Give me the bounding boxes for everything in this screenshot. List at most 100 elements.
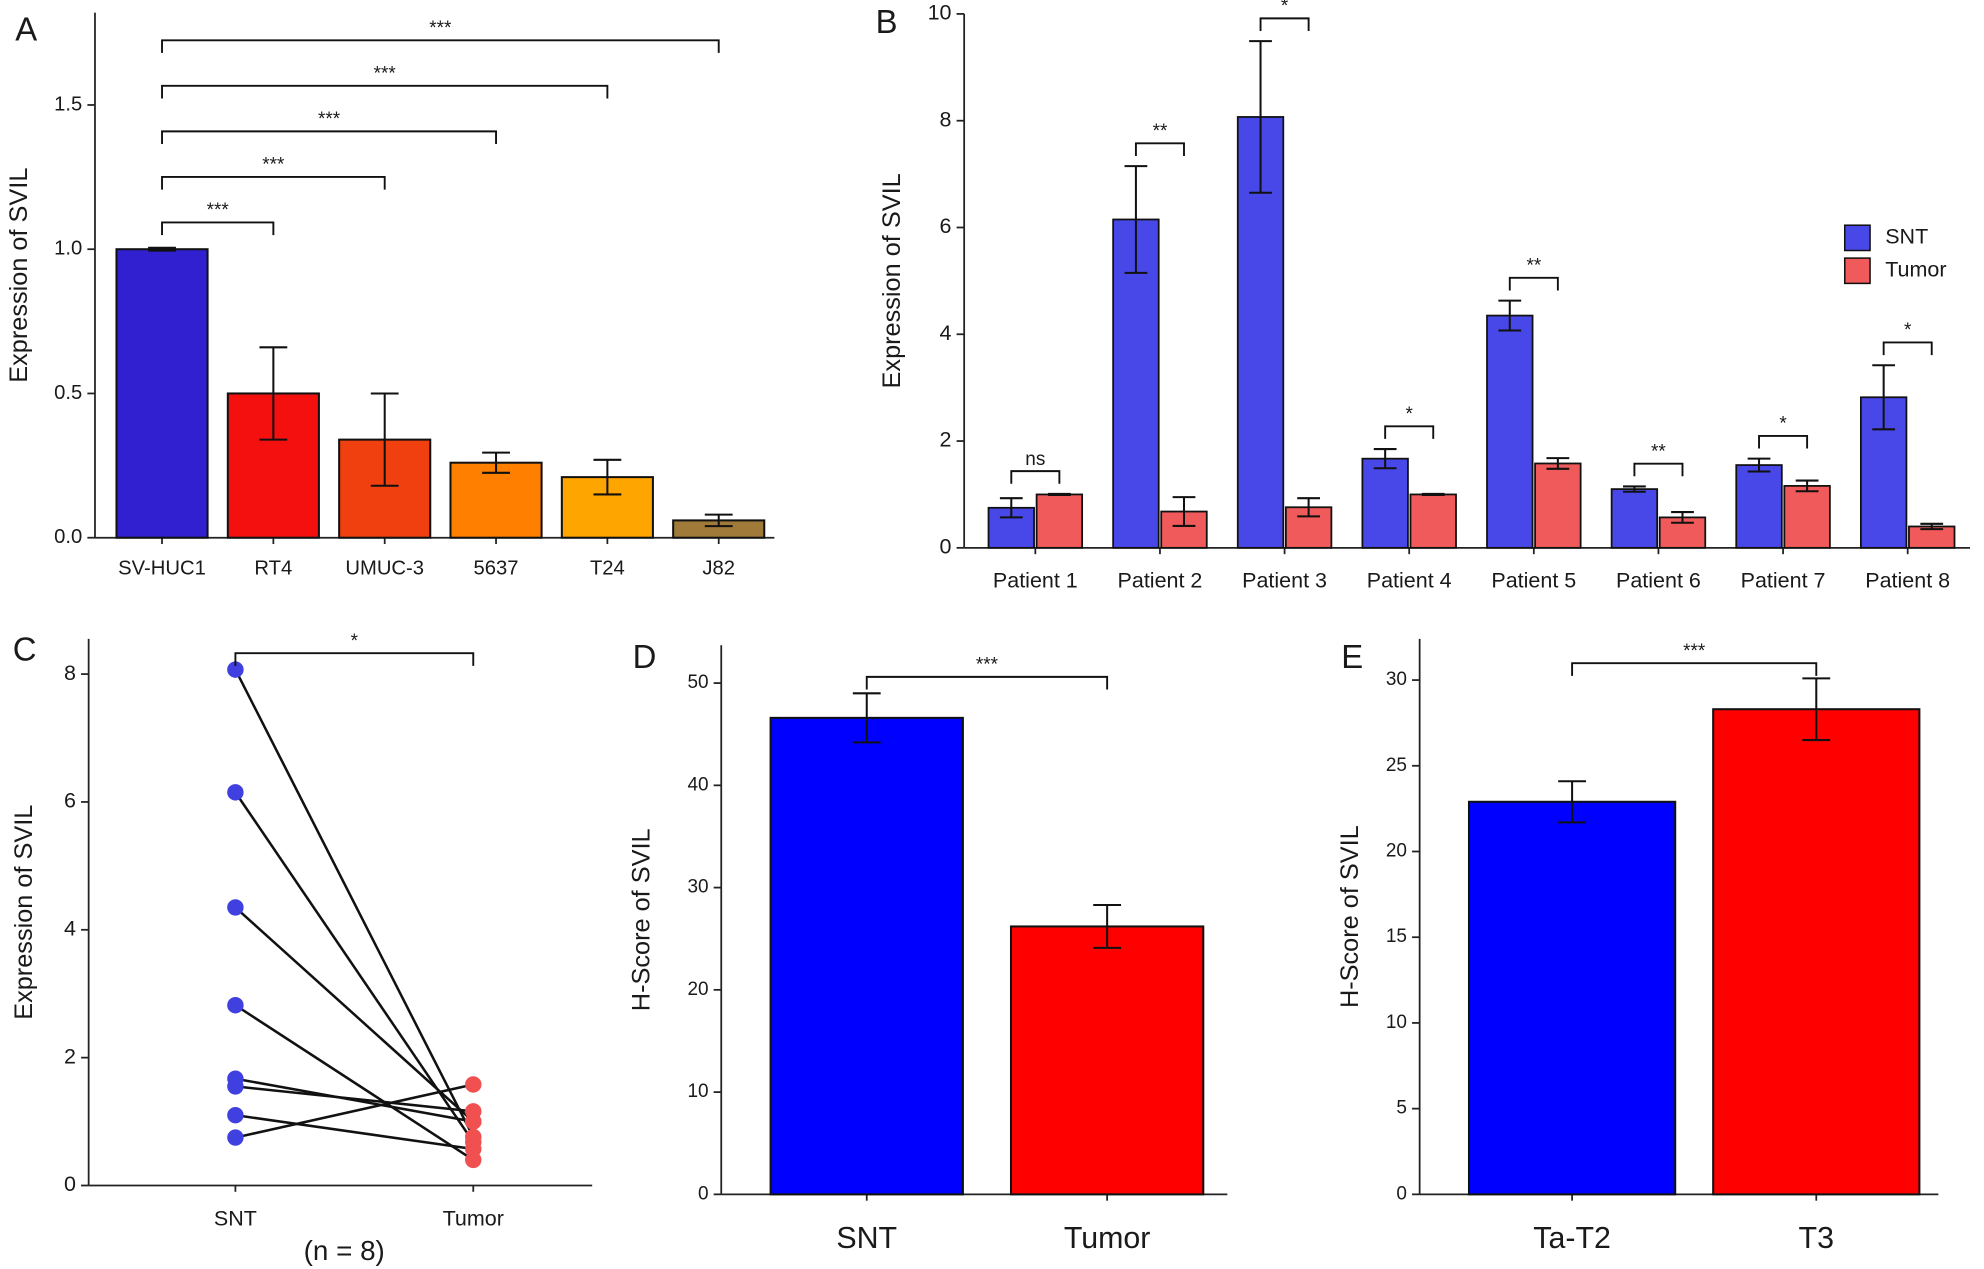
significance-label: ** [1153, 121, 1168, 142]
significance-bracket [1882, 341, 1933, 356]
x-tick-label: Patient 1 [993, 569, 1078, 593]
dot [465, 1140, 482, 1158]
y-tick-label: 1.5 [54, 93, 82, 115]
dot [227, 997, 244, 1014]
dot [227, 1078, 244, 1095]
pair-line [234, 791, 475, 1143]
error-bar [482, 451, 510, 474]
significance-bracket [161, 221, 275, 236]
pair-line [235, 1083, 474, 1139]
y-tick-label: 0.0 [54, 526, 82, 548]
legend-label: Tumor [1885, 257, 1946, 281]
y-tick-label: 6 [64, 789, 76, 813]
bar [1610, 488, 1659, 549]
x-tick-label: Patient 4 [1367, 569, 1452, 593]
x-tick-label: UMUC-3 [345, 558, 424, 580]
panel-letter: A [15, 10, 37, 47]
significance-bracket [1259, 17, 1310, 32]
error-bar [1802, 677, 1831, 742]
legend-swatch [1843, 257, 1871, 285]
y-axis-label: Expression of SVIL [10, 805, 38, 1020]
y-axis-label: H-Score of SVIL [1336, 825, 1364, 1008]
significance-bracket [1384, 425, 1435, 439]
error-bar [148, 246, 176, 252]
y-tick-label: 4 [64, 916, 76, 940]
error-bar [1047, 492, 1071, 496]
significance-label: * [1904, 320, 1912, 341]
y-tick-label: 10 [928, 1, 952, 25]
dot [227, 784, 244, 801]
significance-bracket [1010, 470, 1061, 484]
y-tick-label: 15 [1386, 926, 1407, 947]
error-bar [1546, 457, 1570, 470]
error-bar [1795, 479, 1819, 493]
error-bar [593, 458, 622, 496]
bar [1467, 800, 1677, 1196]
bar [769, 716, 964, 1196]
y-tick-label: 10 [687, 1081, 708, 1102]
y-tick-label: 30 [687, 877, 708, 898]
significance-bracket [1571, 662, 1818, 676]
y-tick-label: 0 [64, 1172, 76, 1196]
error-bar [1297, 497, 1321, 518]
significance-bracket [161, 130, 497, 145]
pair-line [235, 1085, 474, 1113]
x-tick-label: SV-HUC1 [118, 558, 206, 580]
y-tick-label: 2 [64, 1044, 76, 1068]
bar [1409, 493, 1457, 549]
y-axis-label: H-Score of SVIL [627, 828, 655, 1011]
panel: C Expression of SVIL 0 2 4 6 8 SNT Tumor (n = 8) * [10, 630, 593, 1266]
panel: E H-Score of SVIL 0 5 10 15 20 25 30 Ta-T2 T3 *** [1336, 638, 1939, 1255]
y-tick-label: 1.0 [54, 238, 82, 260]
y-tick-label: 0.5 [54, 382, 82, 404]
panel: B Expression of SVIL 0 2 4 6 8 10 Patient 1 Patie… [876, 0, 1971, 593]
panel: D H-Score of SVIL 0 10 20 30 40 50 SNT Tumor *** [627, 638, 1228, 1255]
y-tick-label: 30 [1386, 669, 1407, 690]
note: (n = 8) [304, 1235, 385, 1266]
x-tick-label: T24 [590, 558, 625, 580]
y-tick-label: 10 [1386, 1012, 1407, 1033]
dot [227, 899, 244, 916]
significance-label: *** [262, 155, 285, 176]
x-tick-label: Patient 5 [1491, 569, 1576, 593]
legend-label: SNT [1885, 225, 1928, 249]
error-bar [1671, 511, 1694, 524]
pair-line [235, 1077, 474, 1123]
y-tick-label: 2 [940, 428, 952, 452]
x-tick-label: SNT [214, 1206, 257, 1230]
x-tick-label: SNT [836, 1222, 897, 1255]
error-bar [1249, 40, 1272, 194]
significance-label: ns [1025, 449, 1045, 470]
significance-label: *** [207, 200, 230, 221]
error-bar [370, 392, 399, 487]
error-bar [1093, 903, 1122, 949]
panel-letter: D [633, 638, 657, 675]
bar [1009, 925, 1205, 1196]
significance-bracket [1508, 276, 1559, 291]
error-bar [1872, 364, 1896, 431]
bar [1534, 462, 1582, 549]
panel-letter: B [876, 3, 898, 40]
error-bar [1421, 492, 1445, 496]
bar [1735, 464, 1783, 549]
error-bar [259, 346, 288, 441]
error-bar [1373, 448, 1397, 470]
y-tick-label: 8 [64, 661, 76, 685]
panel: A Expression of SVIL 0.0 0.5 1.0 1.5 SV-HUC1 RT… [5, 10, 775, 580]
significance-label: *** [318, 109, 341, 130]
x-tick-label: Tumor [443, 1206, 504, 1230]
error-bar [704, 513, 733, 528]
bar [115, 248, 209, 539]
y-tick-label: 6 [940, 214, 952, 238]
x-tick-label: RT4 [254, 558, 292, 580]
significance-label: *** [429, 18, 452, 39]
significance-label: * [1281, 0, 1289, 17]
y-tick-label: 0 [940, 535, 952, 559]
error-bar [1498, 299, 1522, 332]
x-tick-label: Patient 7 [1741, 569, 1826, 593]
dot [227, 1129, 244, 1146]
error-bar [1558, 780, 1587, 824]
bar [449, 461, 543, 539]
x-tick-label: Tumor [1064, 1222, 1151, 1255]
